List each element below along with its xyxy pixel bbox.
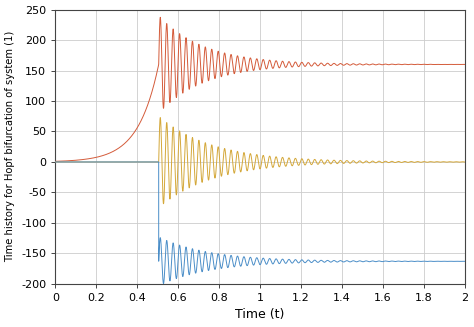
Y-axis label: Time history for Hopf bifurcation of system (1): Time history for Hopf bifurcation of sys… [6, 31, 16, 262]
X-axis label: Time (t): Time (t) [236, 308, 285, 321]
